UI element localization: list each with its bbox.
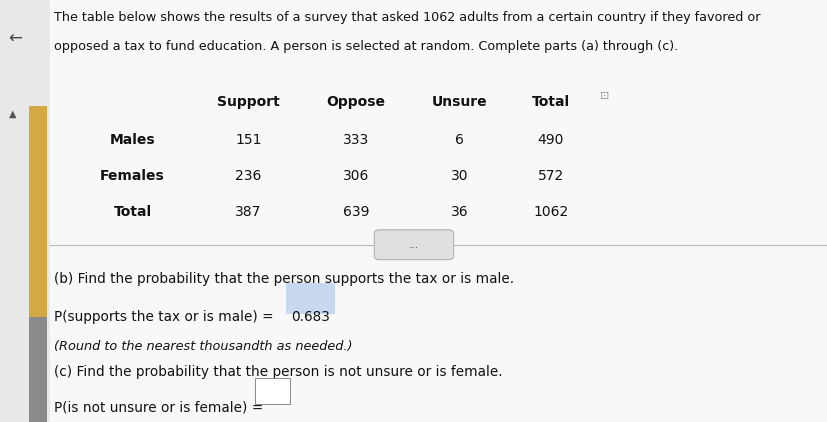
Text: 1062: 1062 [533,205,567,219]
Text: ←: ← [8,30,22,48]
FancyBboxPatch shape [29,316,47,422]
Text: Unsure: Unsure [431,95,487,109]
Text: Oppose: Oppose [326,95,385,109]
Text: P(supports the tax or is male) =: P(supports the tax or is male) = [54,310,278,324]
FancyBboxPatch shape [50,0,827,422]
Text: Total: Total [113,205,151,219]
Text: Females: Females [100,169,165,183]
Text: ...: ... [409,240,418,250]
FancyBboxPatch shape [255,378,289,404]
Text: 639: 639 [342,205,369,219]
Text: (c) Find the probability that the person is not unsure or is female.: (c) Find the probability that the person… [54,365,502,379]
Text: 387: 387 [235,205,261,219]
Text: Males: Males [109,133,155,147]
Text: 36: 36 [450,205,468,219]
FancyBboxPatch shape [374,230,453,260]
Text: 306: 306 [342,169,369,183]
Text: 236: 236 [235,169,261,183]
Text: 490: 490 [537,133,563,147]
Text: 30: 30 [450,169,468,183]
Text: (Round to the nearest thousandth as needed.): (Round to the nearest thousandth as need… [54,340,352,353]
Text: P(is not unsure or is female) =: P(is not unsure or is female) = [54,401,267,415]
Text: 333: 333 [342,133,369,147]
Text: 151: 151 [235,133,261,147]
FancyBboxPatch shape [286,283,335,314]
Text: opposed a tax to fund education. A person is selected at random. Complete parts : opposed a tax to fund education. A perso… [54,40,677,53]
Text: The table below shows the results of a survey that asked 1062 adults from a cert: The table below shows the results of a s… [54,11,759,24]
Text: 0.683: 0.683 [291,310,330,324]
Text: ▲: ▲ [8,109,17,119]
Text: (b) Find the probability that the person supports the tax or is male.: (b) Find the probability that the person… [54,272,514,286]
Text: Total: Total [531,95,569,109]
Text: Support: Support [217,95,280,109]
Text: 572: 572 [537,169,563,183]
Text: 6: 6 [455,133,463,147]
Text: ⊡: ⊡ [599,91,609,101]
FancyBboxPatch shape [29,106,47,316]
